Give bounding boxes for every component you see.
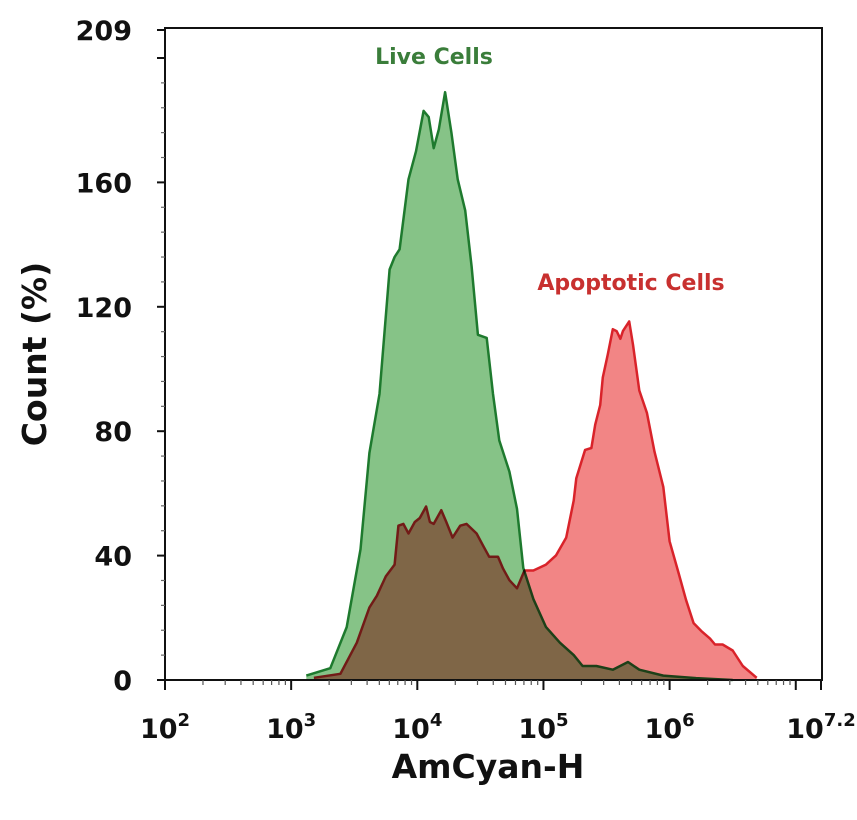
x-axis-label: AmCyan-H [392, 747, 585, 786]
annotation-live-cells: Live Cells [375, 45, 493, 70]
line-live-cells [305, 90, 733, 682]
y-tick-label: 0 [113, 666, 132, 697]
x-tick-labels: 102 103 104 105 106 107.2 [140, 710, 856, 745]
y-tick-labels: 0 40 80 120 160 209 [76, 16, 132, 697]
series-live-cells [305, 90, 733, 682]
annotation-apoptotic-cells: Apoptotic Cells [537, 271, 724, 296]
x-tick-label: 106 [645, 710, 695, 745]
x-tick-label: 104 [392, 710, 442, 745]
x-tick-label: 102 [140, 710, 190, 745]
area-live-cells [306, 92, 733, 680]
series-layer [305, 90, 758, 682]
axes-layer [157, 27, 823, 690]
x-tick-label: 103 [266, 710, 316, 745]
y-tick-label: 80 [94, 417, 132, 448]
y-tick-label: 120 [76, 293, 132, 324]
y-tick-label: 40 [94, 542, 132, 573]
y-tick-label: 160 [76, 168, 132, 199]
x-tick-label: 105 [518, 710, 568, 745]
x-tick-label: 107.2 [786, 710, 855, 745]
y-axis-label: Count (%) [15, 262, 54, 446]
y-tick-label: 209 [76, 16, 132, 47]
